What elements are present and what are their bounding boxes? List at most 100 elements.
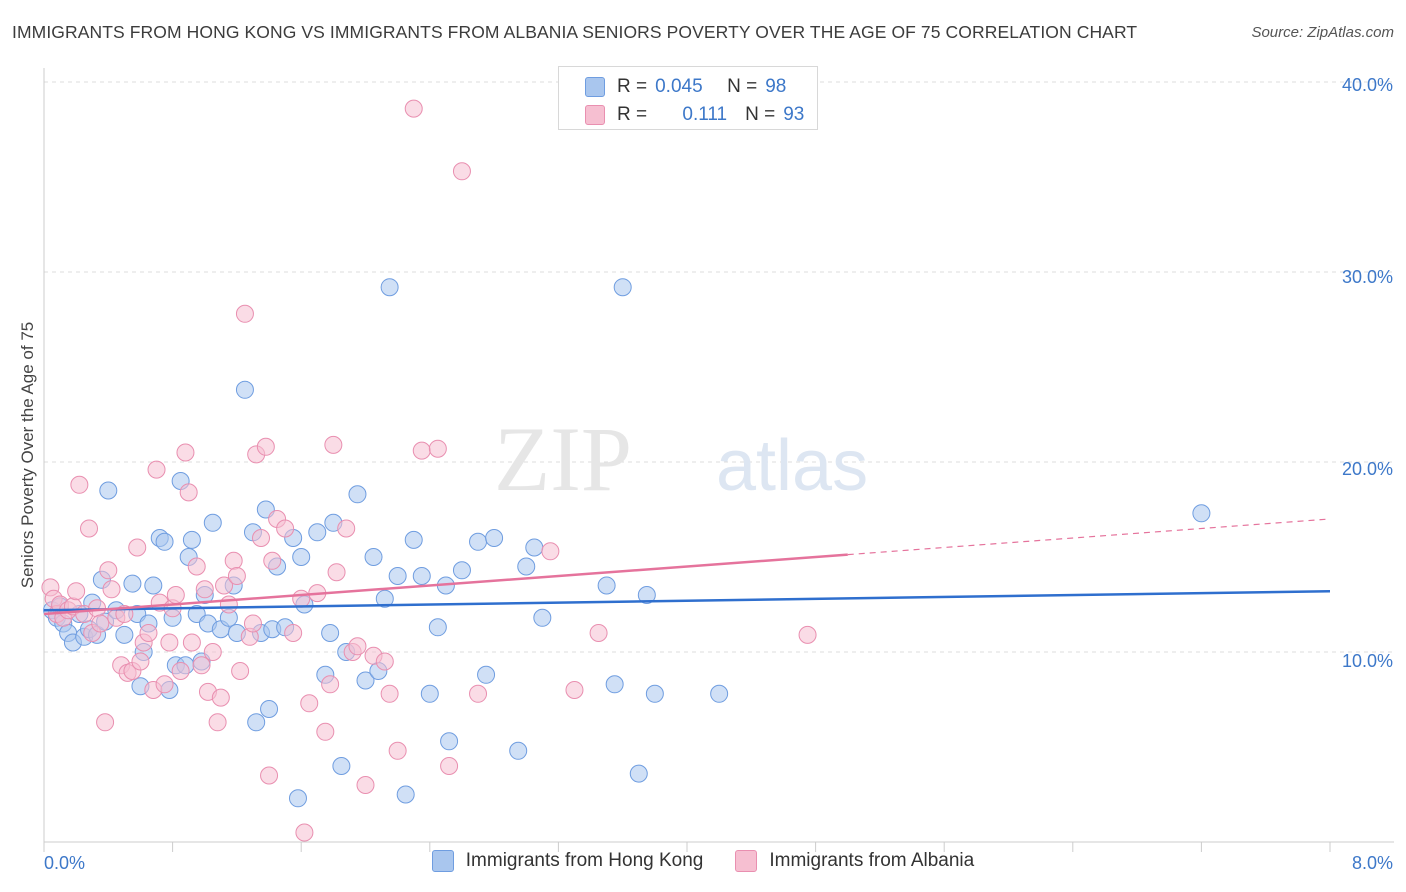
point-albania [321,675,340,694]
point-albania [260,766,279,785]
point-hong-kong [375,589,394,608]
point-albania [327,563,346,582]
point-albania [192,656,211,675]
point-albania [208,713,227,732]
r-label: R = [617,76,648,97]
trend-line-albania-extension [847,518,1331,556]
point-hong-kong [597,576,616,595]
stats-row-hong-kong: R = 0.045 N = 98 [585,73,786,101]
data-points [41,99,1211,842]
watermark-atlas: atlas [716,426,868,506]
legend-item-albania: Immigrants from Albania [735,850,974,872]
gridlines [44,81,1394,653]
y-tick-label: 30.0% [1342,267,1393,287]
x-tick-label: 0.0% [44,853,85,873]
trend-lines [43,518,1331,616]
point-hong-kong [144,576,163,595]
trend-line-hong-kong [43,589,1331,612]
point-albania [182,633,201,652]
point-hong-kong [115,625,134,644]
n-label: N = [727,76,758,97]
point-hong-kong [308,523,327,542]
point-albania [404,99,423,118]
point-hong-kong [292,548,311,566]
point-albania [67,582,86,601]
point-hong-kong [99,481,118,500]
point-albania [295,823,314,842]
point-albania [176,443,195,462]
point-hong-kong [710,684,729,703]
point-hong-kong [380,278,399,297]
trend-line-albania [43,553,848,616]
point-albania [224,551,243,570]
point-albania [252,529,271,547]
point-hong-kong [260,700,279,718]
point-albania [231,662,250,680]
point-albania [139,624,158,642]
point-albania [541,542,560,561]
point-hong-kong [388,567,407,585]
y-axis-label: Seniors Poverty Over the Age of 75 [18,321,37,589]
x-tick-label: 8.0% [1352,853,1393,873]
point-hong-kong [364,548,383,566]
point-albania [91,614,110,633]
point-hong-kong [420,684,439,703]
point-hong-kong [645,684,664,703]
point-albania [128,538,147,557]
point-albania [99,561,118,580]
point-albania [388,741,407,760]
point-albania [589,624,608,642]
point-albania [316,722,335,741]
point-hong-kong [525,538,544,557]
point-albania [227,567,246,585]
point-albania [102,580,121,599]
point-albania [380,684,399,703]
point-hong-kong [440,732,459,751]
legend-swatch-pink [585,105,605,125]
point-hong-kong [509,741,528,760]
point-hong-kong [247,713,266,732]
point-albania [96,713,115,732]
point-hong-kong [613,278,632,297]
tick-labels: 10.0% 20.0% 30.0% 40.0% 0.0% 8.0% [44,75,1393,873]
point-hong-kong [485,529,504,547]
legend-item-hong-kong: Immigrants from Hong Kong [431,850,703,872]
point-hong-kong [637,586,656,604]
r-value: 0.111 [682,104,728,125]
point-albania [147,460,166,479]
point-albania [356,776,375,794]
series-legend: Immigrants from Hong Kong Immigrants fro… [0,850,1406,872]
legend-swatch-blue [585,77,605,97]
point-albania [276,519,295,538]
n-value: 98 [765,76,787,97]
point-albania [375,652,394,671]
point-hong-kong [469,532,488,551]
n-label: N = [745,104,776,125]
point-albania [243,614,262,633]
point-albania [131,652,150,671]
point-albania [179,483,198,502]
point-hong-kong [452,561,471,580]
point-hong-kong [629,764,648,783]
point-albania [195,580,214,599]
point-albania [263,551,282,570]
point-albania [215,576,234,595]
point-hong-kong [332,757,351,775]
point-albania [292,589,311,608]
point-hong-kong [533,608,552,627]
point-albania [219,595,238,614]
point-hong-kong [517,557,536,576]
stats-legend: R = 0.045 N = 98 R = 0.111 N = 93 [558,66,818,130]
n-value: 93 [783,104,805,125]
legend-swatch-pink [735,850,758,872]
point-albania [155,675,174,694]
axes [43,68,1394,852]
y-tick-label: 40.0% [1342,75,1393,95]
watermark-zip: ZIP [494,408,632,510]
y-tick-label: 20.0% [1342,459,1393,479]
point-albania [565,681,584,699]
point-albania [203,643,222,661]
point-albania [80,519,99,538]
point-hong-kong [123,574,142,593]
